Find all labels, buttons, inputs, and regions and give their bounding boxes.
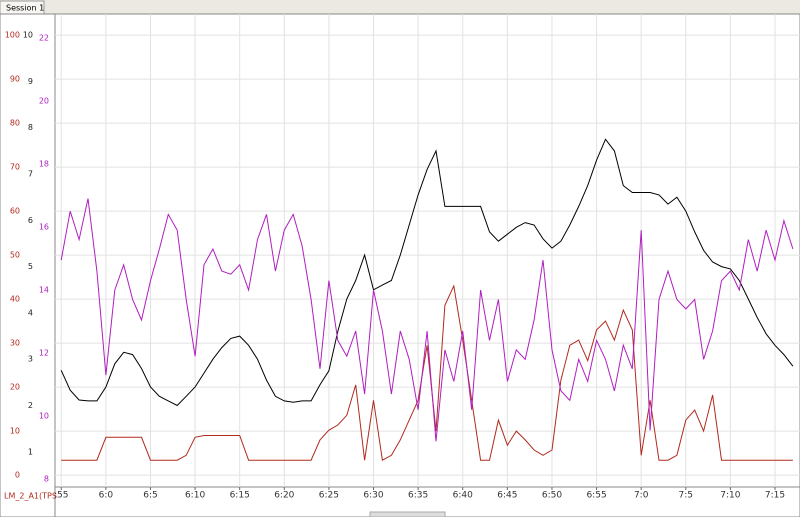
y-tick-label: 10 bbox=[39, 412, 49, 421]
x-tick-label: 7:10 bbox=[720, 491, 740, 501]
tab-label: Session 1 bbox=[6, 4, 44, 13]
axis-title: LM_2_A1(TPS bbox=[4, 492, 57, 501]
x-tick-label: 6:15 bbox=[230, 491, 250, 501]
y-tick-label: 60 bbox=[10, 207, 20, 216]
plot bbox=[60, 138, 794, 461]
x-tick-label: 6:50 bbox=[542, 491, 562, 501]
x-tick-label: 7:5 bbox=[679, 491, 693, 501]
x-tick-label: 6:30 bbox=[363, 491, 383, 501]
y-tick-label: 20 bbox=[39, 96, 49, 105]
scrollbar-thumb[interactable] bbox=[369, 511, 446, 517]
series-line bbox=[60, 138, 794, 407]
tab-strip bbox=[0, 0, 800, 14]
y-tick-label: 3 bbox=[28, 355, 33, 364]
y-tick-label: 6 bbox=[28, 216, 33, 225]
x-tick-label: 6:25 bbox=[319, 491, 339, 501]
y-tick-label: 22 bbox=[39, 33, 49, 42]
y-tick-label: 1 bbox=[28, 447, 33, 456]
y-tick-label: 10 bbox=[10, 427, 20, 436]
x-tick-label: 6:0 bbox=[99, 491, 114, 501]
y-tick-label: 2 bbox=[28, 401, 33, 410]
y-tick-label: 80 bbox=[10, 119, 20, 128]
y-tick-label: 20 bbox=[10, 383, 20, 392]
x-tick-label: :55 bbox=[54, 491, 68, 501]
y-tick-label: 40 bbox=[10, 295, 20, 304]
y-tick-label: 50 bbox=[10, 251, 20, 260]
x-tick-label: 6:10 bbox=[185, 491, 205, 501]
x-tick-label: 6:20 bbox=[274, 491, 294, 501]
y-tick-label: 90 bbox=[10, 75, 20, 84]
x-tick-label: 6:40 bbox=[453, 491, 473, 501]
x-tick-label: 6:35 bbox=[408, 491, 428, 501]
y-tick-label: 100 bbox=[5, 31, 20, 40]
y-tick-label: 8 bbox=[44, 475, 49, 484]
y-tick-label: 12 bbox=[39, 349, 49, 358]
x-tick-label: 7:0 bbox=[634, 491, 649, 501]
series-line bbox=[60, 198, 794, 442]
y-tick-label: 5 bbox=[28, 262, 33, 271]
x-tick-label: 6:55 bbox=[586, 491, 606, 501]
y-tick-label: 8 bbox=[28, 123, 33, 132]
y-tick-label: 14 bbox=[39, 286, 49, 295]
y-tick-label: 7 bbox=[28, 170, 33, 179]
y-tick-label: 70 bbox=[10, 163, 20, 172]
y-tick-label: 0 bbox=[15, 471, 20, 480]
x-tick-label: 6:5 bbox=[143, 491, 157, 501]
series-line bbox=[61, 284, 793, 461]
axis-labels: :55 6:0 6:5 6:10 6:15 6:20 6:25 6:30 6:35 6:40 6:4… bbox=[5, 31, 785, 501]
x-tick-label: 7:15 bbox=[765, 491, 785, 501]
chart-frame bbox=[0, 13, 800, 517]
y-tick-label: 16 bbox=[39, 222, 49, 231]
y-tick-label: 4 bbox=[28, 308, 33, 317]
y-tick-label: 18 bbox=[39, 159, 49, 168]
grid bbox=[55, 14, 800, 487]
y-tick-label: 30 bbox=[10, 339, 20, 348]
x-tick-label: 6:45 bbox=[497, 491, 517, 501]
y-tick-label: 9 bbox=[28, 77, 33, 86]
y-tick-label: 10 bbox=[23, 31, 33, 40]
